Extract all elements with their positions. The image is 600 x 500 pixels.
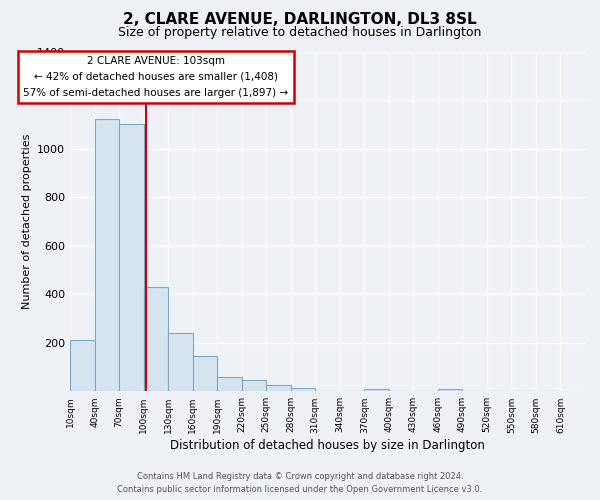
Bar (168, 333, 193, 392)
Bar (217, 377, 242, 392)
Text: 2 CLARE AVENUE: 103sqm
← 42% of detached houses are smaller (1,408)
57% of semi-: 2 CLARE AVENUE: 103sqm ← 42% of detached… (23, 56, 289, 98)
Bar (143, 287, 168, 392)
Bar (242, 380, 266, 392)
Y-axis label: Number of detached properties: Number of detached properties (22, 134, 32, 309)
Bar (266, 386, 291, 392)
Text: 2, CLARE AVENUE, DARLINGTON, DL3 8SL: 2, CLARE AVENUE, DARLINGTON, DL3 8SL (123, 12, 477, 28)
Bar (193, 356, 217, 392)
X-axis label: Distribution of detached houses by size in Darlington: Distribution of detached houses by size … (170, 440, 485, 452)
Text: Contains HM Land Registry data © Crown copyright and database right 2024.
Contai: Contains HM Land Registry data © Crown c… (118, 472, 482, 494)
Bar (291, 388, 315, 392)
Bar (119, 124, 143, 392)
Bar (438, 389, 463, 392)
Bar (364, 389, 389, 392)
Bar (70, 340, 95, 392)
Text: Size of property relative to detached houses in Darlington: Size of property relative to detached ho… (118, 26, 482, 39)
Bar (95, 120, 119, 392)
